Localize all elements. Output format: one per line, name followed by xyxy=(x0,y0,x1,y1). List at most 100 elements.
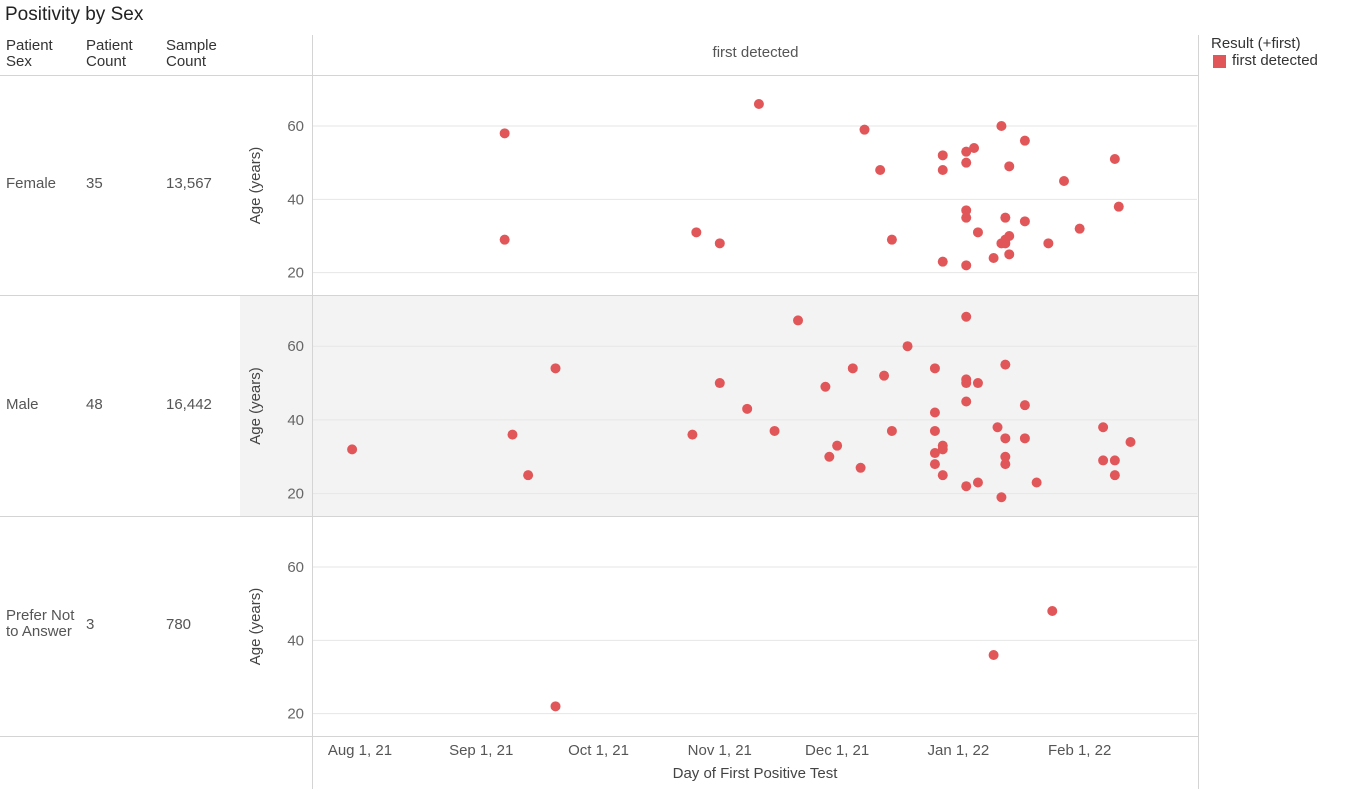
data-point xyxy=(929,459,940,470)
data-point xyxy=(499,234,510,245)
data-point xyxy=(550,363,561,374)
row-female-sex: Female xyxy=(6,175,57,192)
data-point xyxy=(347,444,358,455)
data-point xyxy=(996,492,1007,503)
plot-left-border xyxy=(312,35,313,789)
x-tick-label: Nov 1, 21 xyxy=(688,742,752,759)
y-axis-label: Age (years) xyxy=(247,147,264,225)
row-male-patient-count: 48 xyxy=(86,396,103,413)
data-point xyxy=(929,363,940,374)
data-point xyxy=(742,403,753,414)
plot-right-border xyxy=(1198,35,1199,789)
data-point xyxy=(855,462,866,473)
y-tick-label: 20 xyxy=(287,486,304,503)
data-point xyxy=(969,143,980,153)
data-point xyxy=(961,396,972,407)
data-point xyxy=(1000,433,1011,444)
header-sample-count: Sample Count xyxy=(166,37,217,70)
row-divider-3 xyxy=(0,736,1198,737)
data-point xyxy=(1000,459,1011,470)
row-prefer-not-sample-count: 780 xyxy=(166,616,192,633)
data-point xyxy=(992,422,1003,433)
x-tick-label: Jan 1, 22 xyxy=(928,742,990,759)
data-point xyxy=(1031,477,1042,488)
row-divider-1 xyxy=(0,295,1198,296)
data-point xyxy=(499,128,510,139)
data-point xyxy=(550,701,561,712)
data-point xyxy=(1000,212,1011,223)
legend-label: first detected xyxy=(1232,52,1318,69)
data-point xyxy=(859,124,870,135)
column-header: first detected xyxy=(712,44,799,61)
data-point xyxy=(523,470,534,481)
data-point xyxy=(961,311,972,322)
data-point xyxy=(929,407,940,418)
x-axis-label: Day of First Positive Test xyxy=(673,765,839,782)
data-point xyxy=(1019,400,1030,411)
data-point xyxy=(972,227,983,238)
data-point xyxy=(691,227,702,238)
data-point xyxy=(1004,249,1015,260)
row-divider-2 xyxy=(0,516,1198,517)
data-point xyxy=(1000,451,1011,462)
row-female-patient-count: 35 xyxy=(86,175,103,192)
data-point xyxy=(886,425,897,436)
data-point xyxy=(1098,455,1109,466)
data-point xyxy=(929,425,940,436)
row-prefer-not-patient-count: 3 xyxy=(86,616,95,633)
data-point xyxy=(961,260,972,271)
data-point xyxy=(929,448,940,459)
row-female-sample-count: 13,567 xyxy=(166,175,212,192)
data-point xyxy=(1000,238,1011,249)
x-tick-label: Dec 1, 21 xyxy=(805,742,869,759)
data-point xyxy=(687,429,698,440)
data-point xyxy=(1113,201,1124,212)
data-point xyxy=(1019,135,1030,146)
header-patient-sex: Patient Sex xyxy=(6,37,53,70)
x-tick-label: Oct 1, 21 xyxy=(568,742,629,759)
data-point xyxy=(961,481,972,492)
data-point xyxy=(937,150,948,161)
data-point xyxy=(937,165,948,175)
y-axis-label: Age (years) xyxy=(247,588,264,666)
data-point xyxy=(1109,470,1120,481)
data-point xyxy=(1000,359,1011,370)
data-point xyxy=(937,444,948,455)
data-point xyxy=(879,370,890,381)
data-point xyxy=(714,238,725,249)
data-point xyxy=(1004,161,1015,172)
data-point xyxy=(988,253,999,263)
data-point xyxy=(1019,433,1030,444)
y-tick-label: 60 xyxy=(287,338,304,355)
data-point xyxy=(961,157,972,168)
header-patient-count: Patient Count xyxy=(86,37,133,70)
data-point xyxy=(1098,422,1109,433)
y-axis-label: Age (years) xyxy=(247,367,264,445)
data-point xyxy=(875,165,886,175)
data-point xyxy=(1109,154,1120,164)
data-point xyxy=(753,99,764,109)
x-tick-label: Sep 1, 21 xyxy=(449,742,513,759)
data-point xyxy=(824,451,835,462)
data-point xyxy=(937,256,948,267)
data-point xyxy=(886,234,897,245)
data-point xyxy=(793,315,804,326)
data-point xyxy=(902,341,913,352)
legend-title: Result (+first) xyxy=(1211,35,1301,52)
data-point xyxy=(972,477,983,488)
data-point xyxy=(1004,231,1015,241)
data-point xyxy=(961,146,972,157)
data-point xyxy=(961,212,972,223)
data-point xyxy=(937,470,948,481)
legend-swatch xyxy=(1213,55,1226,68)
data-point xyxy=(1109,455,1120,466)
y-tick-label: 40 xyxy=(287,412,304,429)
y-tick-label: 60 xyxy=(287,559,304,576)
y-tick-label: 60 xyxy=(287,118,304,135)
row-male-sample-count: 16,442 xyxy=(166,396,212,413)
x-tick-label: Aug 1, 21 xyxy=(328,742,392,759)
data-point xyxy=(972,378,983,389)
data-point xyxy=(1059,176,1070,186)
